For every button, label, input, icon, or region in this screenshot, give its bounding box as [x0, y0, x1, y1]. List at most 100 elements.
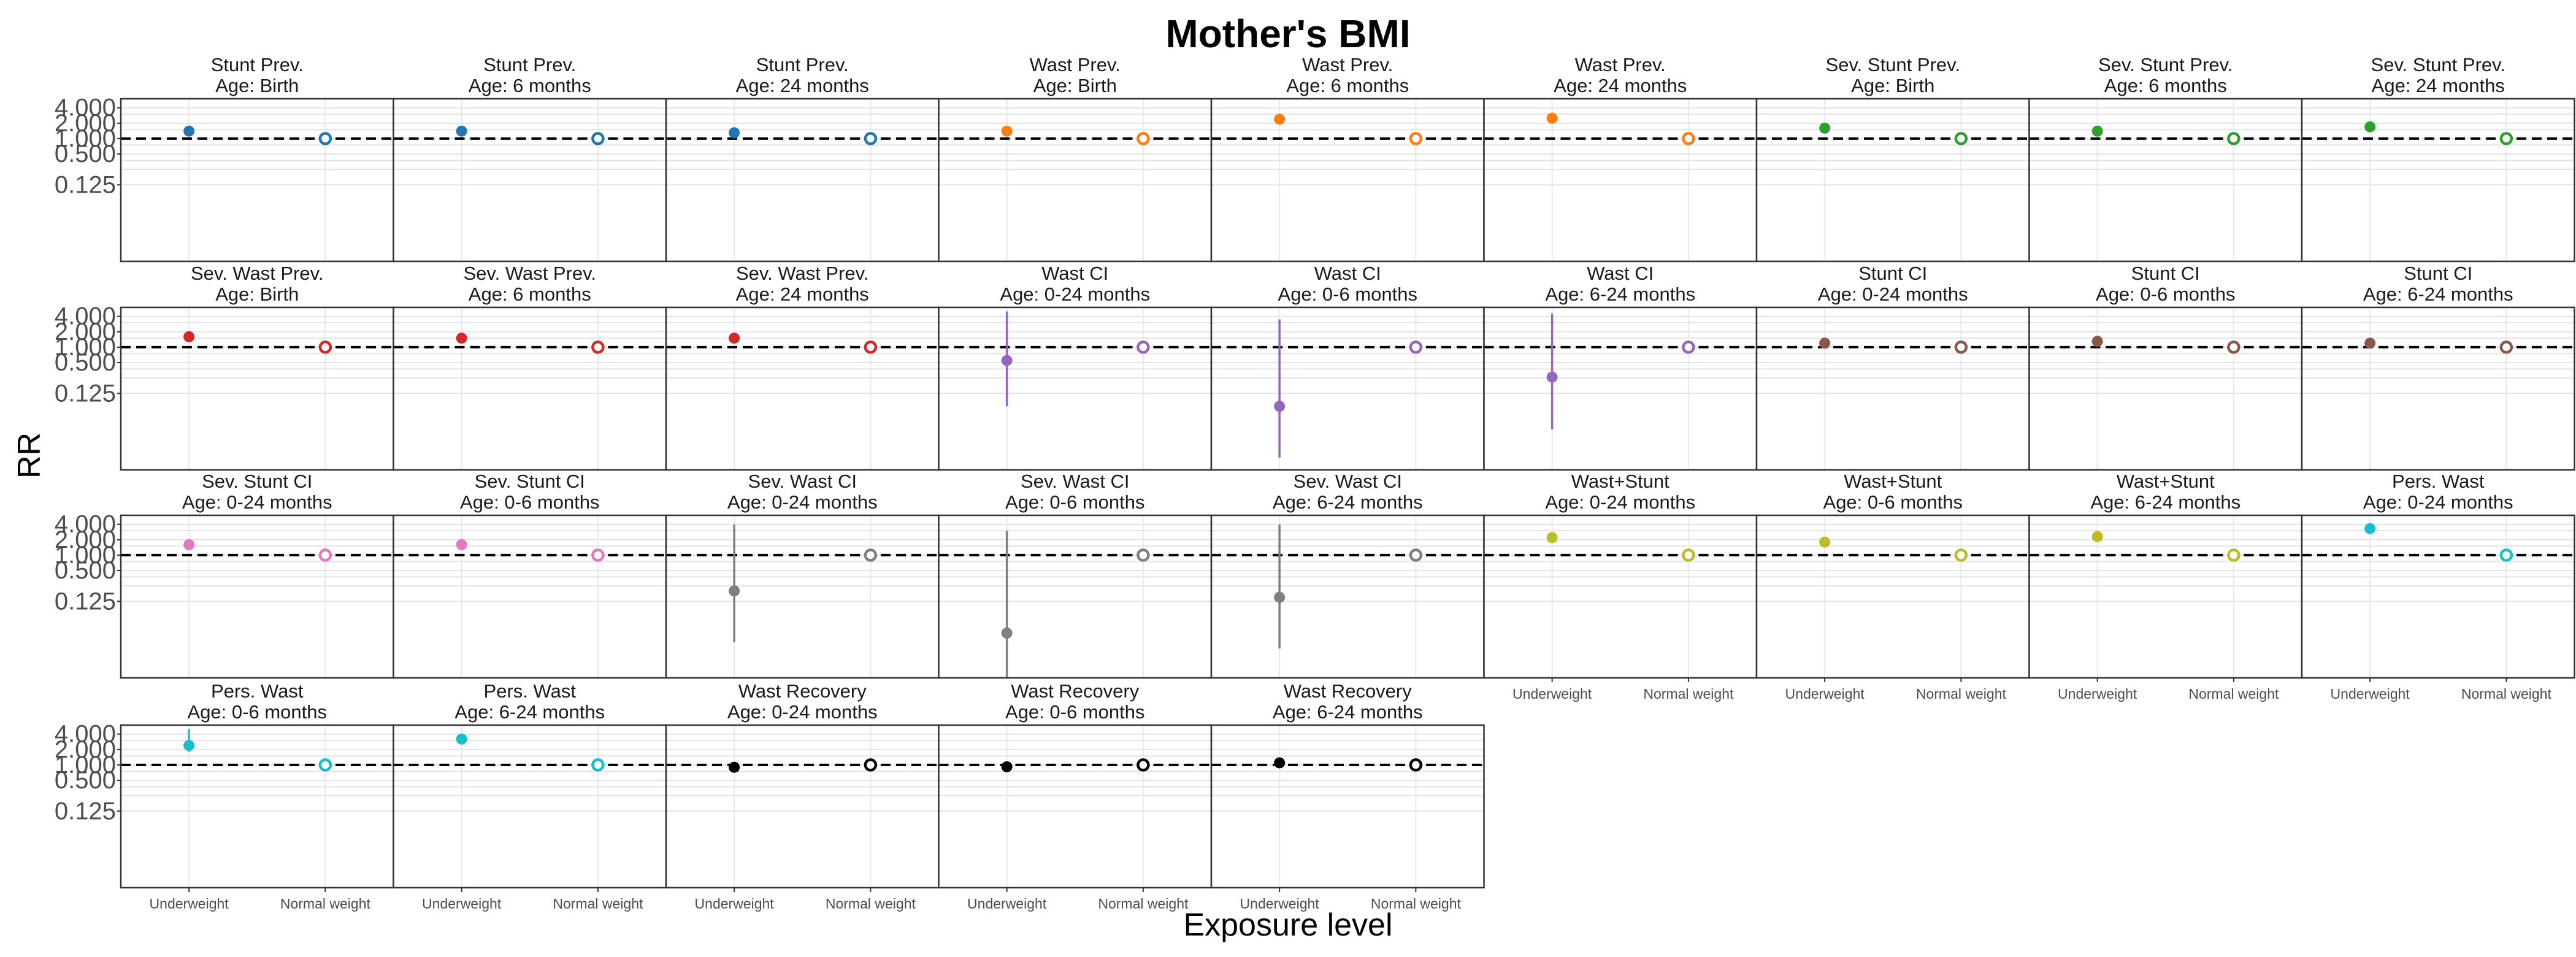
point-underweight [1274, 401, 1286, 412]
point-underweight [2364, 523, 2376, 534]
facet-strip-label: Age: 0-24 months [727, 491, 878, 513]
y-tick-label: 1.000 [55, 334, 116, 361]
facet-strip-label: Sev. Stunt Prev. [2371, 54, 2505, 75]
point-underweight [729, 332, 740, 344]
point-normal-weight [2499, 340, 2513, 354]
facet-strip-label: Age: 6 months [2104, 75, 2227, 96]
point-normal-weight [1137, 758, 1150, 772]
point-normal-weight [318, 758, 332, 772]
facet-panel: Stunt Prev.Age: 6 months [393, 54, 667, 263]
point-normal-weight [2227, 340, 2241, 354]
x-tick-label: Underweight [1512, 686, 1592, 702]
facet-strip-label: Wast CI [1041, 263, 1108, 284]
panel-border [1210, 724, 1485, 889]
panel-background [121, 725, 394, 888]
facet-panel: Wast Prev.Age: Birth [938, 54, 1213, 263]
facet-strip-label: Age: 0-6 months [188, 701, 327, 723]
facet-strip-label: Age: Birth [215, 283, 299, 305]
y-tick-label: 4.000 [55, 94, 116, 121]
x-tick-label: Normal weight [1371, 896, 1462, 912]
facet-strip-label: Age: 24 months [736, 283, 869, 305]
panel-border [2301, 514, 2575, 679]
point-normal-weight [864, 340, 878, 354]
facet-strip-label: Wast Prev. [1302, 54, 1393, 75]
panel-background [121, 515, 394, 678]
point-underweight [183, 331, 195, 342]
point-underweight [1001, 627, 1013, 639]
point-underweight [183, 740, 195, 751]
facet-strip-label: Stunt CI [2131, 263, 2200, 284]
point-normal-weight [2499, 548, 2513, 562]
facet-strip-label: Sev. Wast Prev. [736, 263, 868, 284]
x-tick-label: Normal weight [1916, 686, 2007, 702]
facet-panel: Sev. Wast Prev.Age: 24 months [665, 263, 940, 471]
point-normal-weight [318, 340, 332, 354]
point-normal-weight [1409, 758, 1423, 772]
panel-background [1211, 307, 1484, 470]
facet-strip-label: Age: 0-24 months [727, 701, 878, 723]
point-underweight [456, 332, 467, 344]
panel-background [2029, 307, 2302, 470]
x-tick-label: Underweight [1785, 686, 1865, 702]
facet-strip-label: Stunt CI [1858, 263, 1927, 284]
facet-strip-label: Wast Prev. [1030, 54, 1121, 75]
facet-strip-label: Age: Birth [215, 75, 299, 96]
y-tick-label: 0.500 [55, 767, 116, 794]
y-tick-label: 0.125 [55, 588, 116, 615]
facet-strip-label: Age: 6 months [469, 283, 591, 305]
x-tick-label: Normal weight [280, 896, 371, 912]
point-underweight [1546, 371, 1558, 383]
y-tick-label: 0.125 [55, 798, 116, 824]
facet-strip-label: Age: 0-6 months [460, 491, 599, 513]
y-tick-label: 2.000 [55, 736, 116, 763]
facet-strip-label: Age: 6 months [469, 75, 591, 96]
panel-background [1211, 515, 1484, 678]
facet-strip-label: Sev. Wast Prev. [191, 263, 323, 284]
facet-strip-label: Sev. Wast CI [1021, 471, 1129, 492]
facet-strip-label: Sev. Wast CI [1294, 471, 1402, 492]
panel-border [2301, 306, 2575, 471]
facet-strip-label: Wast CI [1587, 263, 1654, 284]
facet-strip-label: Age: 6-24 months [2363, 283, 2513, 305]
facet-strip-label: Wast Recovery [738, 680, 867, 702]
point-underweight [183, 539, 195, 550]
facet-strip-label: Stunt Prev. [483, 54, 576, 75]
facet-panel: Wast Prev.Age: 6 months [1210, 54, 1485, 263]
facet-strip-label: Pers. Wast [211, 680, 304, 702]
x-tick-label: Underweight [967, 896, 1047, 912]
facet-panel: Sev. Wast Prev.Age: Birth 0.125 0.5001.000… [55, 263, 394, 471]
point-underweight [1001, 355, 1013, 366]
panel-background [666, 725, 939, 888]
point-underweight [1274, 757, 1286, 769]
panel-background [666, 515, 939, 678]
panel-background [393, 725, 666, 888]
facet-strip-label: Wast Recovery [1284, 680, 1413, 702]
facet-panel: Stunt Prev.Age: Birth 0.125 0.5001.0002.00… [55, 54, 394, 263]
panel-background [1757, 99, 2030, 261]
facet-strip-label: Age: 0-6 months [1278, 283, 1417, 305]
point-underweight [183, 125, 195, 137]
y-tick-label: 1.000 [55, 751, 116, 778]
point-normal-weight [591, 132, 605, 145]
facet-panel: Sev. Wast Prev.Age: 6 months [393, 263, 667, 471]
point-normal-weight [864, 758, 878, 772]
y-tick-label: 4.000 [55, 303, 116, 330]
panel-background [2302, 307, 2575, 470]
panel-border [2301, 98, 2575, 263]
point-underweight [2364, 337, 2376, 349]
point-underweight [2364, 121, 2376, 133]
x-tick-label: Normal weight [2461, 686, 2552, 702]
point-underweight [456, 125, 467, 137]
